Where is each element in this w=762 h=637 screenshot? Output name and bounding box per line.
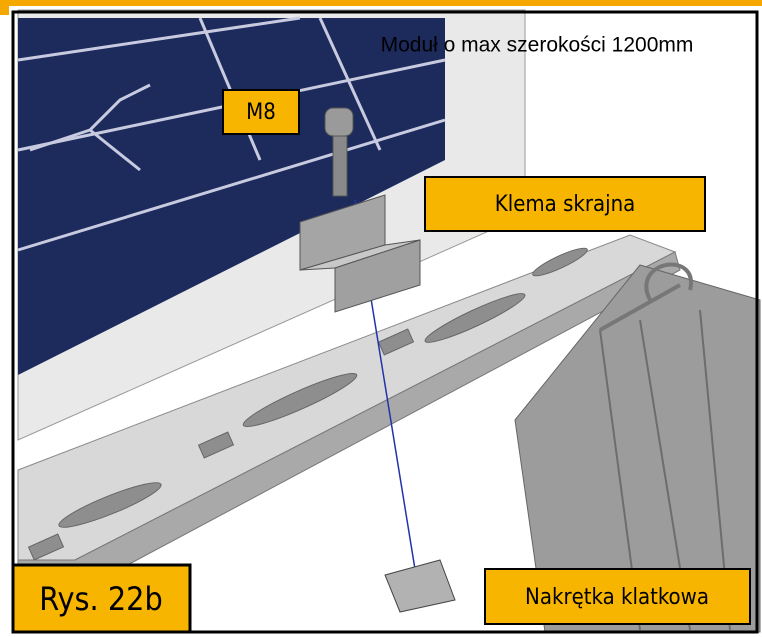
label-box [222, 89, 300, 135]
label-box [424, 176, 706, 232]
pin [599, 262, 693, 332]
bolt-shank [332, 135, 348, 197]
cell-lines [17, 16, 446, 252]
rail-slots [27, 247, 588, 561]
label-bolt: M8 [246, 100, 276, 125]
bolt-head [324, 107, 354, 137]
corner-mark [0, 6, 9, 15]
label-box [484, 568, 751, 625]
figure-label: Rys. 22b [39, 580, 162, 618]
label-nut: Nakrętka klatkowa [525, 585, 709, 610]
title: Moduł o max szerokości 1200mm [381, 34, 694, 57]
panel-cells [18, 18, 445, 375]
label-clamp: Klema skrajna [495, 192, 636, 217]
label-box [11, 563, 192, 634]
cage-nut [384, 559, 456, 613]
border [11, 10, 759, 634]
top-bar [0, 0, 762, 6]
clamp-foot [334, 239, 421, 313]
